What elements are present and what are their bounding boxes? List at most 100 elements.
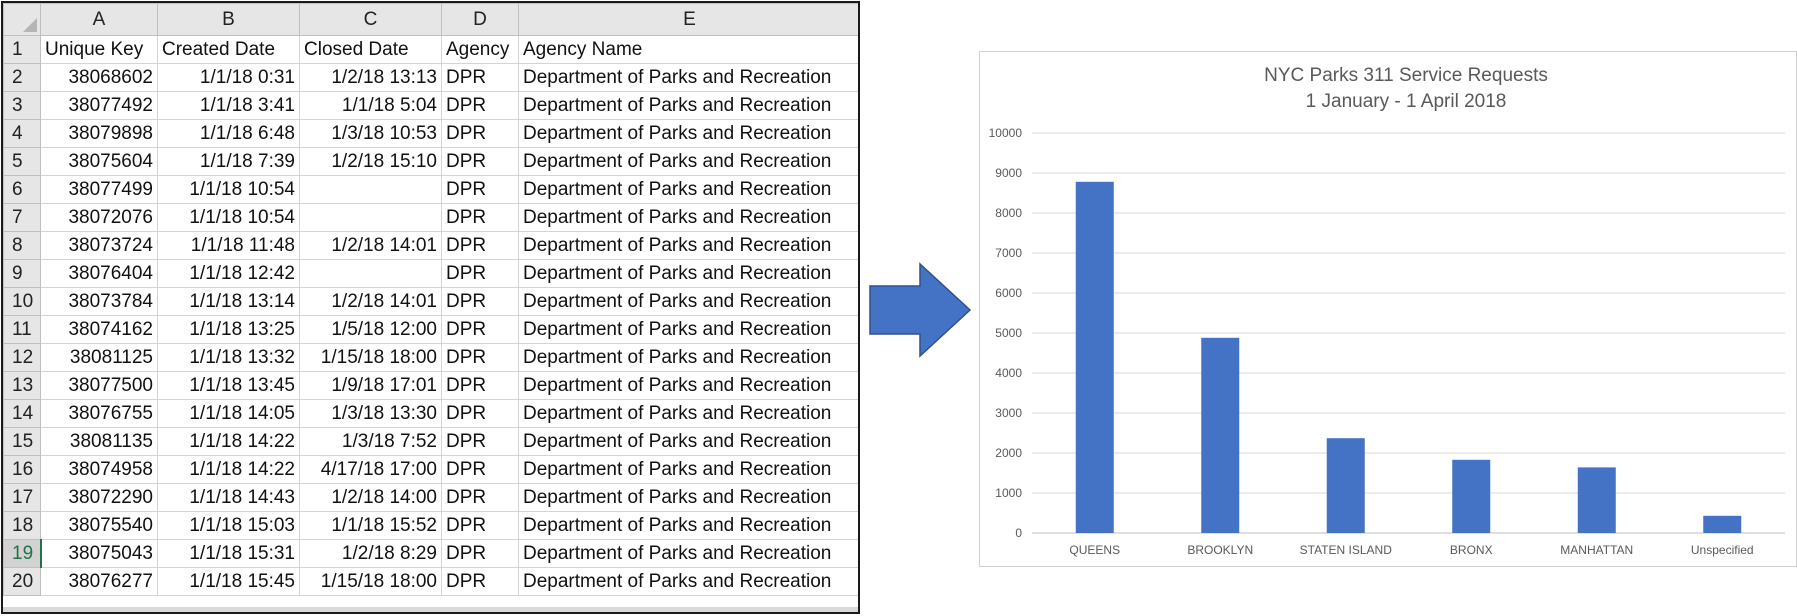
agency-cell[interactable]: DPR — [441, 511, 519, 540]
closed-date-cell[interactable]: 1/15/18 18:00 — [299, 343, 442, 372]
row-header[interactable]: 13 — [3, 371, 41, 400]
closed-date-cell[interactable] — [299, 203, 442, 232]
agency-name-cell[interactable]: Department of Parks and Recreation — [518, 91, 858, 120]
header-cell[interactable]: Unique Key — [40, 35, 158, 64]
agency-name-cell[interactable]: Department of Parks and Recreation — [518, 427, 858, 456]
agency-cell[interactable]: DPR — [441, 91, 519, 120]
unique-key-cell[interactable]: 38076277 — [40, 567, 158, 596]
row-header[interactable]: 16 — [3, 455, 41, 484]
agency-name-cell[interactable]: Department of Parks and Recreation — [518, 231, 858, 260]
unique-key-cell[interactable]: 38072076 — [40, 203, 158, 232]
agency-name-cell[interactable]: Department of Parks and Recreation — [518, 259, 858, 288]
agency-name-cell[interactable]: Department of Parks and Recreation — [518, 399, 858, 428]
unique-key-cell[interactable]: 38079898 — [40, 119, 158, 148]
row-header[interactable]: 15 — [3, 427, 41, 456]
created-date-cell[interactable]: 1/1/18 14:05 — [157, 399, 300, 428]
unique-key-cell[interactable]: 38072290 — [40, 483, 158, 512]
column-header-c[interactable]: C — [299, 3, 442, 36]
created-date-cell[interactable]: 1/1/18 13:32 — [157, 343, 300, 372]
agency-name-cell[interactable]: Department of Parks and Recreation — [518, 203, 858, 232]
closed-date-cell[interactable]: 1/2/18 14:00 — [299, 483, 442, 512]
unique-key-cell[interactable]: 38074162 — [40, 315, 158, 344]
header-cell[interactable]: Created Date — [157, 35, 300, 64]
agency-name-cell[interactable]: Department of Parks and Recreation — [518, 175, 858, 204]
agency-name-cell[interactable]: Department of Parks and Recreation — [518, 119, 858, 148]
row-header[interactable]: 6 — [3, 175, 41, 204]
unique-key-cell[interactable]: 38075540 — [40, 511, 158, 540]
created-date-cell[interactable]: 1/1/18 10:54 — [157, 175, 300, 204]
unique-key-cell[interactable]: 38073724 — [40, 231, 158, 260]
agency-cell[interactable]: DPR — [441, 539, 519, 568]
header-cell[interactable]: Agency — [441, 35, 519, 64]
horizontal-scrollbar[interactable] — [3, 607, 858, 612]
agency-cell[interactable]: DPR — [441, 371, 519, 400]
closed-date-cell[interactable] — [299, 175, 442, 204]
row-header[interactable]: 7 — [3, 203, 41, 232]
agency-cell[interactable]: DPR — [441, 203, 519, 232]
closed-date-cell[interactable]: 1/2/18 14:01 — [299, 287, 442, 316]
created-date-cell[interactable]: 1/1/18 14:22 — [157, 427, 300, 456]
created-date-cell[interactable]: 1/1/18 15:45 — [157, 567, 300, 596]
agency-name-cell[interactable]: Department of Parks and Recreation — [518, 343, 858, 372]
agency-name-cell[interactable]: Department of Parks and Recreation — [518, 63, 858, 92]
created-date-cell[interactable]: 1/1/18 14:43 — [157, 483, 300, 512]
agency-cell[interactable]: DPR — [441, 63, 519, 92]
column-header-e[interactable]: E — [518, 3, 858, 36]
created-date-cell[interactable]: 1/1/18 6:48 — [157, 119, 300, 148]
column-header-a[interactable]: A — [40, 3, 158, 36]
agency-cell[interactable]: DPR — [441, 259, 519, 288]
created-date-cell[interactable]: 1/1/18 10:54 — [157, 203, 300, 232]
created-date-cell[interactable]: 1/1/18 3:41 — [157, 91, 300, 120]
closed-date-cell[interactable]: 1/15/18 18:00 — [299, 567, 442, 596]
closed-date-cell[interactable]: 1/1/18 15:52 — [299, 511, 442, 540]
unique-key-cell[interactable]: 38068602 — [40, 63, 158, 92]
unique-key-cell[interactable]: 38077499 — [40, 175, 158, 204]
row-header[interactable]: 12 — [3, 343, 41, 372]
agency-cell[interactable]: DPR — [441, 567, 519, 596]
row-header[interactable]: 11 — [3, 315, 41, 344]
closed-date-cell[interactable]: 1/3/18 10:53 — [299, 119, 442, 148]
spreadsheet-grid[interactable]: A B C D E 1 Unique Key Created Date Closed Date A… — [3, 3, 858, 596]
agency-cell[interactable]: DPR — [441, 343, 519, 372]
row-header[interactable]: 14 — [3, 399, 41, 428]
header-cell[interactable]: Agency Name — [518, 35, 858, 64]
created-date-cell[interactable]: 1/1/18 15:03 — [157, 511, 300, 540]
unique-key-cell[interactable]: 38076404 — [40, 259, 158, 288]
agency-cell[interactable]: DPR — [441, 287, 519, 316]
agency-cell[interactable]: DPR — [441, 175, 519, 204]
agency-name-cell[interactable]: Department of Parks and Recreation — [518, 483, 858, 512]
created-date-cell[interactable]: 1/1/18 15:31 — [157, 539, 300, 568]
row-header[interactable]: 10 — [3, 287, 41, 316]
created-date-cell[interactable]: 1/1/18 13:25 — [157, 315, 300, 344]
unique-key-cell[interactable]: 38077500 — [40, 371, 158, 400]
closed-date-cell[interactable]: 1/1/18 5:04 — [299, 91, 442, 120]
agency-name-cell[interactable]: Department of Parks and Recreation — [518, 371, 858, 400]
row-header[interactable]: 5 — [3, 147, 41, 176]
closed-date-cell[interactable]: 1/9/18 17:01 — [299, 371, 442, 400]
agency-cell[interactable]: DPR — [441, 147, 519, 176]
row-header[interactable]: 19 — [3, 539, 42, 568]
unique-key-cell[interactable]: 38076755 — [40, 399, 158, 428]
closed-date-cell[interactable]: 1/3/18 7:52 — [299, 427, 442, 456]
created-date-cell[interactable]: 1/1/18 12:42 — [157, 259, 300, 288]
created-date-cell[interactable]: 1/1/18 7:39 — [157, 147, 300, 176]
unique-key-cell[interactable]: 38074958 — [40, 455, 158, 484]
agency-cell[interactable]: DPR — [441, 119, 519, 148]
closed-date-cell[interactable]: 1/2/18 15:10 — [299, 147, 442, 176]
agency-cell[interactable]: DPR — [441, 483, 519, 512]
agency-cell[interactable]: DPR — [441, 427, 519, 456]
row-header[interactable]: 20 — [3, 567, 41, 596]
agency-cell[interactable]: DPR — [441, 315, 519, 344]
closed-date-cell[interactable]: 4/17/18 17:00 — [299, 455, 442, 484]
unique-key-cell[interactable]: 38081125 — [40, 343, 158, 372]
agency-name-cell[interactable]: Department of Parks and Recreation — [518, 315, 858, 344]
unique-key-cell[interactable]: 38075043 — [40, 539, 158, 568]
spreadsheet[interactable]: A B C D E 1 Unique Key Created Date Closed Date A… — [1, 1, 860, 614]
unique-key-cell[interactable]: 38073784 — [40, 287, 158, 316]
agency-cell[interactable]: DPR — [441, 455, 519, 484]
column-header-d[interactable]: D — [441, 3, 519, 36]
created-date-cell[interactable]: 1/1/18 11:48 — [157, 231, 300, 260]
select-all-corner[interactable] — [3, 3, 41, 36]
row-header[interactable]: 18 — [3, 511, 41, 540]
agency-name-cell[interactable]: Department of Parks and Recreation — [518, 287, 858, 316]
